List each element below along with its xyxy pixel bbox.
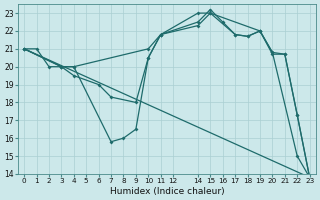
X-axis label: Humidex (Indice chaleur): Humidex (Indice chaleur) [109,187,224,196]
